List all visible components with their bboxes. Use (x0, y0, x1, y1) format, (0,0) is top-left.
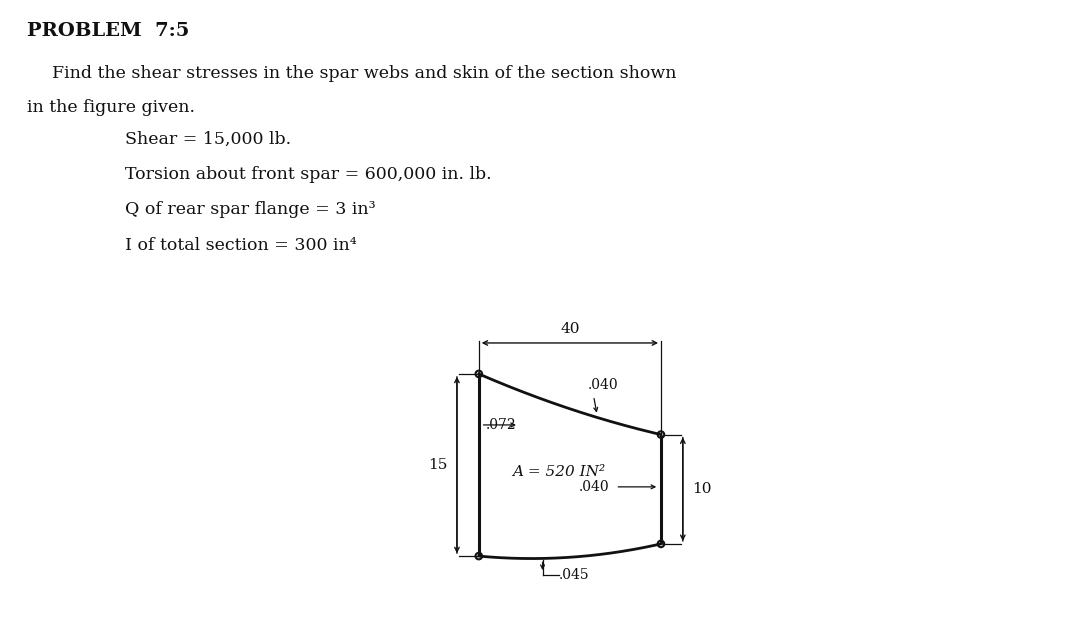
Text: Q of rear spar flange = 3 in³: Q of rear spar flange = 3 in³ (125, 201, 376, 218)
Text: Torsion about front spar = 600,000 in. lb.: Torsion about front spar = 600,000 in. l… (125, 166, 492, 183)
Text: .040: .040 (588, 378, 619, 392)
Text: 15: 15 (428, 458, 448, 472)
Text: in the figure given.: in the figure given. (27, 99, 195, 116)
Text: 40: 40 (560, 322, 579, 336)
Text: PROBLEM  7:5: PROBLEM 7:5 (27, 22, 189, 40)
Text: .040: .040 (579, 480, 610, 494)
Text: .045: .045 (559, 568, 589, 582)
Text: I of total section = 300 in⁴: I of total section = 300 in⁴ (125, 237, 357, 253)
Text: A = 520 IN²: A = 520 IN² (513, 465, 605, 479)
Text: Find the shear stresses in the spar webs and skin of the section shown: Find the shear stresses in the spar webs… (52, 65, 676, 82)
Text: .072: .072 (486, 418, 516, 432)
Text: 10: 10 (692, 483, 711, 496)
Text: Shear = 15,000 lb.: Shear = 15,000 lb. (125, 130, 292, 147)
